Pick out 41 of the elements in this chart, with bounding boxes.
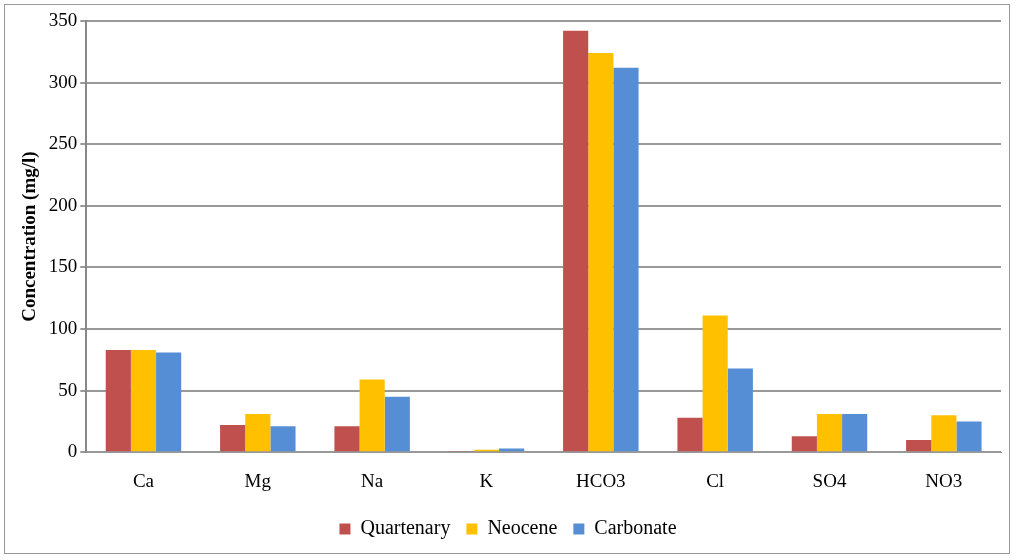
bar (156, 352, 182, 452)
bar (702, 315, 728, 452)
bar (588, 53, 614, 452)
bar (906, 439, 932, 452)
x-tick-label: Na (361, 469, 384, 491)
bar (563, 30, 589, 452)
x-tick-label: Cl (706, 469, 725, 491)
x-tick-label: HCO3 (576, 469, 626, 491)
bar (931, 415, 957, 452)
bar (334, 426, 360, 452)
bar (105, 349, 131, 452)
bar (384, 396, 410, 452)
x-tick-label: Mg (244, 469, 272, 491)
x-tick-label: NO3 (925, 469, 963, 491)
bar (816, 414, 843, 452)
y-tick-label: 350 (48, 8, 78, 30)
bar (270, 426, 296, 452)
bar (613, 67, 639, 452)
y-tick-label: 200 (48, 193, 78, 215)
x-tick-label: SO4 (812, 469, 847, 491)
bar (842, 414, 868, 452)
legend-label: Quartenary (360, 516, 451, 540)
y-axis-title: Concentration (mg/l) (18, 151, 41, 322)
x-tick-label: K (479, 469, 494, 491)
y-tick-label: 150 (48, 255, 78, 277)
y-tick-label: 50 (58, 378, 78, 400)
y-tick-label: 0 (67, 440, 78, 462)
y-tick-label: 100 (48, 316, 78, 338)
bar (677, 417, 703, 452)
x-tick-label: Ca (132, 469, 155, 491)
bar (220, 425, 246, 452)
bar (956, 421, 982, 452)
bar (727, 368, 753, 452)
legend-label: Neocene (487, 516, 558, 539)
legend-label: Carbonate (594, 516, 677, 539)
bar (359, 379, 385, 452)
bar (130, 349, 157, 452)
y-tick-label: 300 (48, 70, 78, 92)
y-tick-label: 250 (48, 132, 78, 154)
bar (245, 414, 271, 452)
bar (791, 436, 817, 452)
